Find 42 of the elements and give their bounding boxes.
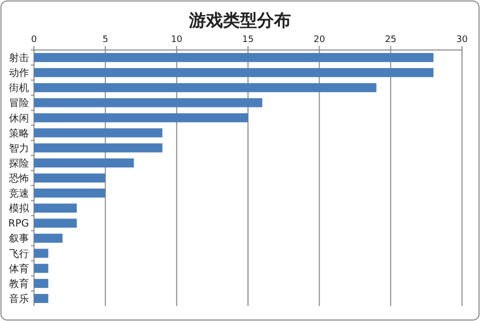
y-tick-label: 探险 (9, 157, 29, 170)
y-tick-label: 智力 (9, 142, 29, 154)
bar (34, 158, 134, 168)
y-tick-label: 音乐 (9, 292, 29, 305)
x-tick-label: 0 (31, 35, 38, 45)
bar (34, 264, 48, 273)
y-tick-label: 模拟 (9, 202, 30, 215)
x-tick-label: 20 (314, 35, 326, 45)
bar (34, 188, 106, 198)
y-tick-label: 竞速 (9, 188, 29, 200)
x-tick-label: 30 (456, 35, 468, 45)
bar (34, 98, 262, 108)
bar (34, 83, 376, 92)
bar (34, 218, 77, 228)
y-tick-label: 休闲 (9, 112, 29, 124)
bar (34, 294, 48, 303)
y-tick-label: 街机 (9, 82, 29, 94)
bar (34, 143, 162, 152)
bar (34, 53, 434, 62)
x-tick-label: 15 (242, 35, 254, 45)
y-tick-label: 体育 (9, 262, 29, 275)
bar (34, 173, 106, 183)
y-tick-label: 恐怖 (8, 172, 29, 184)
bar (34, 68, 434, 78)
bar (34, 128, 162, 138)
y-tick-label: 策略 (9, 127, 29, 140)
bar (34, 113, 248, 122)
y-tick-label: 冒险 (9, 97, 29, 110)
y-tick-label: 飞行 (9, 248, 29, 260)
y-tick-label: 射击 (9, 52, 29, 64)
x-tick-label: 10 (170, 35, 183, 45)
x-tick-label: 25 (384, 35, 396, 45)
chart-title: 游戏类型分布 (188, 11, 291, 31)
y-tick-label: 动作 (9, 68, 29, 80)
y-tick-label: RPG (8, 218, 29, 230)
bar (34, 278, 48, 288)
y-tick-label: 教育 (9, 278, 29, 290)
bar (34, 248, 48, 258)
bar (34, 204, 77, 213)
bar (34, 234, 63, 243)
x-tick-label: 5 (102, 35, 108, 45)
y-tick-label: 叙事 (9, 232, 29, 245)
